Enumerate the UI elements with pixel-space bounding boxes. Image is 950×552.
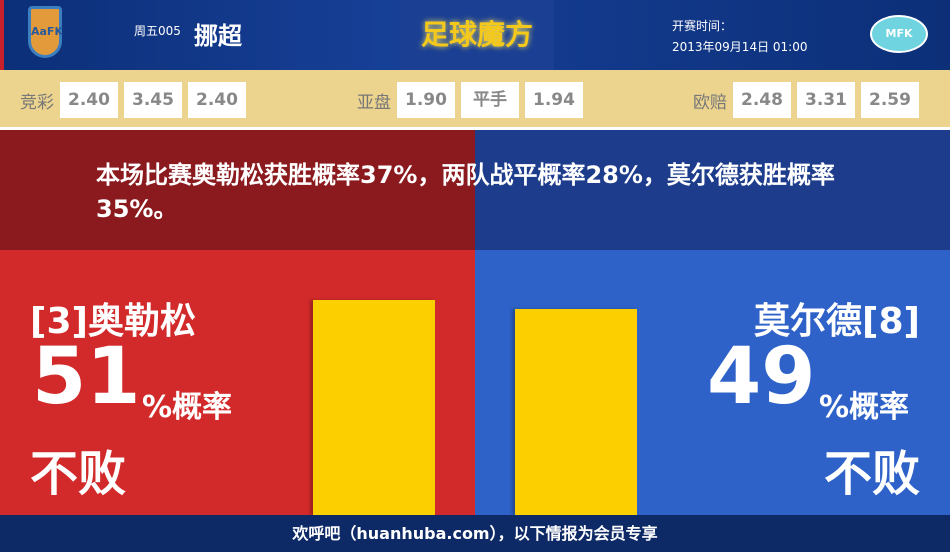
kickoff-label: 开赛时间：: [672, 19, 733, 33]
home-outcome: 不败: [30, 446, 127, 502]
odds-value: 1.90: [397, 82, 455, 118]
odds-value: 2.48: [733, 82, 791, 118]
home-panel: [3]奥勒松 51 %概率 不败: [0, 250, 475, 515]
away-probability-bar: [515, 309, 637, 515]
home-team-logo: AaFK: [28, 6, 63, 58]
home-percent-label: %概率: [142, 390, 233, 425]
odds-value: 3.31: [797, 82, 855, 118]
kickoff-time: 2013年09月14日 01:00: [672, 40, 808, 54]
league-name: 挪超: [194, 22, 242, 50]
odds-label: 竞彩: [20, 92, 54, 113]
away-percent-label: %概率: [819, 390, 910, 425]
away-team-name: 莫尔德[8]: [754, 301, 920, 342]
footer-banner: 欢呼吧（huanhuba.com），以下情报为会员专享: [0, 515, 950, 552]
odds-bar: 竞彩 2.40 3.45 2.40 亚盘 1.90 平手 1.94 欧赔 2.4…: [0, 70, 950, 130]
summary-bg-home: [0, 130, 475, 250]
odds-label: 欧赔: [693, 92, 727, 113]
odds-value: 3.45: [124, 82, 182, 118]
away-outcome: 不败: [823, 446, 920, 502]
odds-value: 1.94: [525, 82, 583, 118]
odds-jingcai: 竞彩 2.40 3.45 2.40: [20, 82, 252, 118]
summary-text: 本场比赛奥勒松获胜概率37%，两队战平概率28%，莫尔德获胜概率35%。: [96, 161, 835, 223]
brand-logo: 足球魔方: [400, 0, 554, 70]
odds-value: 2.40: [188, 82, 246, 118]
away-panel: 莫尔德[8] 49 %概率 不败: [475, 250, 950, 515]
odds-label: 亚盘: [357, 92, 391, 113]
match-number: 周五005: [134, 24, 181, 38]
odds-value: 平手: [461, 82, 519, 118]
away-team-logo: MFK: [870, 15, 928, 53]
odds-value: 2.59: [861, 82, 919, 118]
header: AaFK 周五005 挪超 足球魔方 开赛时间： 2013年09月14日 01:…: [0, 0, 950, 70]
away-percent: 49: [707, 332, 816, 422]
odds-yapan: 亚盘 1.90 平手 1.94: [357, 82, 589, 118]
home-percent: 51: [32, 332, 141, 422]
home-probability-bar: [313, 300, 435, 515]
summary-bg-away: [475, 130, 950, 250]
odds-value: 2.40: [60, 82, 118, 118]
odds-oupei: 欧赔 2.48 3.31 2.59: [693, 82, 925, 118]
home-team-name: [3]奥勒松: [30, 301, 196, 342]
